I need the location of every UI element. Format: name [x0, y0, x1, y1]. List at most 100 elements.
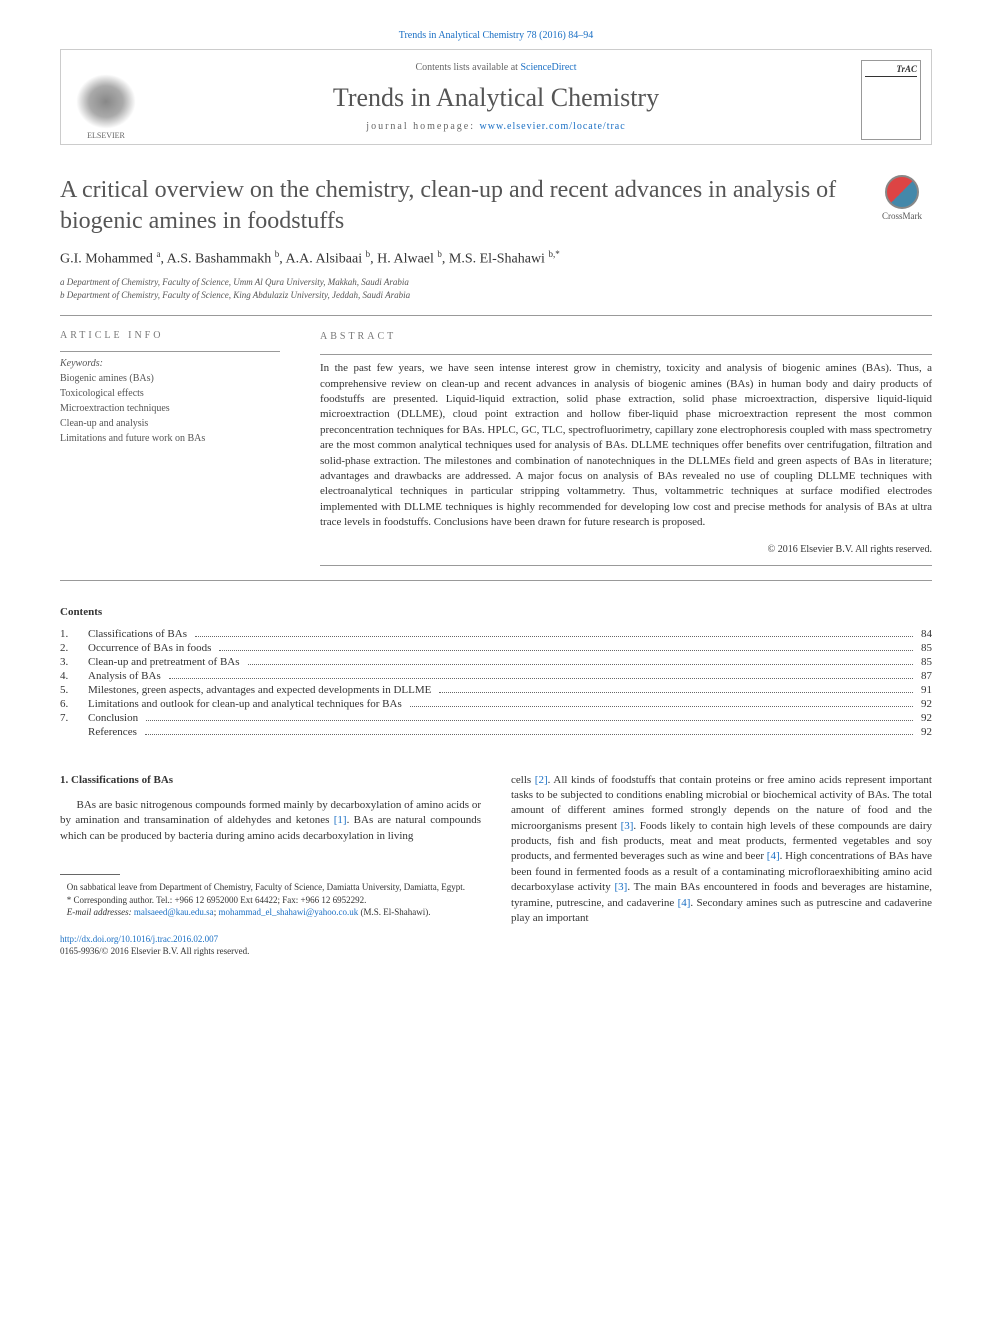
keywords-label: Keywords:: [60, 358, 280, 369]
toc-title[interactable]: Clean-up and pretreatment of BAs: [88, 656, 244, 668]
citation-link[interactable]: [4]: [678, 897, 691, 909]
email-link[interactable]: mohammad_el_shahawi@yahoo.co.uk: [218, 907, 358, 917]
email-label: E-mail addresses:: [67, 907, 134, 917]
footnotes: On sabbatical leave from Department of C…: [60, 881, 481, 919]
article-title: A critical overview on the chemistry, cl…: [60, 175, 852, 237]
toc-dots: [169, 678, 913, 679]
elsevier-tree-icon: [76, 74, 136, 129]
keyword: Toxicological effects: [60, 386, 280, 401]
crossmark-badge[interactable]: CrossMark: [872, 175, 932, 221]
toc-title[interactable]: References: [88, 726, 141, 738]
divider: [320, 565, 932, 566]
body-columns: 1. Classifications of BAs BAs are basic …: [60, 773, 932, 959]
toc-title[interactable]: Milestones, green aspects, advantages an…: [88, 684, 435, 696]
divider: [320, 354, 932, 355]
column-left: 1. Classifications of BAs BAs are basic …: [60, 773, 481, 959]
keyword: Biogenic amines (BAs): [60, 371, 280, 386]
abstract-block: ABSTRACT In the past few years, we have …: [320, 330, 932, 565]
journal-cover-mark: TrAC: [865, 64, 917, 77]
keyword: Clean-up and analysis: [60, 416, 280, 431]
citation-link[interactable]: [4]: [767, 850, 780, 862]
author-list: G.I. Mohammed a, A.S. Bashammakh b, A.A.…: [60, 249, 932, 268]
toc-page: 92: [917, 712, 932, 724]
toc-page: 84: [917, 628, 932, 640]
toc-page: 87: [917, 670, 932, 682]
toc-number: 6.: [60, 698, 88, 710]
toc-title[interactable]: Occurrence of BAs in foods: [88, 642, 215, 654]
abstract-heading: ABSTRACT: [320, 330, 932, 344]
sciencedirect-link[interactable]: ScienceDirect: [520, 62, 576, 73]
toc-number: 1.: [60, 628, 88, 640]
toc-title[interactable]: Conclusion: [88, 712, 142, 724]
journal-name: Trends in Analytical Chemistry: [161, 83, 831, 113]
toc-page: 85: [917, 656, 932, 668]
footnote-rule: [60, 874, 120, 875]
journal-reference: Trends in Analytical Chemistry 78 (2016)…: [60, 30, 932, 41]
doi-block: http://dx.doi.org/10.1016/j.trac.2016.02…: [60, 933, 481, 958]
affiliation-b: b Department of Chemistry, Faculty of Sc…: [60, 289, 932, 302]
divider: [60, 315, 932, 316]
doi-link[interactable]: http://dx.doi.org/10.1016/j.trac.2016.02…: [60, 934, 218, 944]
toc-dots: [410, 706, 913, 707]
toc-title[interactable]: Analysis of BAs: [88, 670, 165, 682]
toc-number: 4.: [60, 670, 88, 682]
citation-link[interactable]: [1]: [334, 814, 347, 826]
toc-title[interactable]: Classifications of BAs: [88, 628, 191, 640]
keyword: Limitations and future work on BAs: [60, 431, 280, 446]
article-info-heading: ARTICLE INFO: [60, 330, 280, 341]
contents-heading: Contents: [60, 606, 932, 618]
toc-row: 2.Occurrence of BAs in foods 85: [60, 642, 932, 654]
toc-row: 1.Classifications of BAs 84: [60, 628, 932, 640]
journal-cover-thumbnail: TrAC: [861, 60, 921, 140]
toc-number: 2.: [60, 642, 88, 654]
elsevier-logo: ELSEVIER: [71, 60, 141, 140]
toc-row: 6.Limitations and outlook for clean-up a…: [60, 698, 932, 710]
toc-row: 4.Analysis of BAs 87: [60, 670, 932, 682]
keyword: Microextraction techniques: [60, 401, 280, 416]
abstract-text: In the past few years, we have seen inte…: [320, 361, 932, 530]
section-1-heading: 1. Classifications of BAs: [60, 773, 481, 788]
journal-homepage-link[interactable]: www.elsevier.com/locate/trac: [480, 121, 626, 132]
citation-link[interactable]: [2]: [535, 774, 548, 786]
toc-number: 7.: [60, 712, 88, 724]
toc-dots: [219, 650, 913, 651]
toc-dots: [195, 636, 913, 637]
issn-copyright: 0165-9936/© 2016 Elsevier B.V. All right…: [60, 946, 249, 956]
footnote-emails: E-mail addresses: malsaeed@kau.edu.sa; m…: [60, 906, 481, 919]
affiliations: a Department of Chemistry, Faculty of Sc…: [60, 276, 932, 301]
toc-dots: [439, 692, 913, 693]
toc-row: References 92: [60, 726, 932, 738]
toc-page: 91: [917, 684, 932, 696]
toc-page: 92: [917, 698, 932, 710]
body-paragraph: cells [2]. All kinds of foodstuffs that …: [511, 773, 932, 927]
divider: [60, 351, 280, 352]
keywords-list: Biogenic amines (BAs) Toxicological effe…: [60, 371, 280, 446]
email-link[interactable]: malsaeed@kau.edu.sa: [134, 907, 214, 917]
footnote-sabbatical: On sabbatical leave from Department of C…: [60, 881, 481, 894]
article-info-block: ARTICLE INFO Keywords: Biogenic amines (…: [60, 330, 280, 565]
toc-page: 92: [917, 726, 932, 738]
toc-dots: [248, 664, 913, 665]
contents-available-line: Contents lists available at ScienceDirec…: [161, 62, 831, 73]
info-abstract-row: ARTICLE INFO Keywords: Biogenic amines (…: [60, 330, 932, 565]
toc-title[interactable]: Limitations and outlook for clean-up and…: [88, 698, 406, 710]
column-right: cells [2]. All kinds of foodstuffs that …: [511, 773, 932, 959]
footnote-corresponding: * Corresponding author. Tel.: +966 12 69…: [60, 894, 481, 907]
citation-link[interactable]: [3]: [621, 820, 634, 832]
toc-number: 3.: [60, 656, 88, 668]
toc-dots: [146, 720, 913, 721]
toc-row: 3.Clean-up and pretreatment of BAs 85: [60, 656, 932, 668]
toc-dots: [145, 734, 913, 735]
email-suffix: (M.S. El-Shahawi).: [358, 907, 430, 917]
journal-header: ELSEVIER TrAC Contents lists available a…: [60, 49, 932, 145]
title-row: A critical overview on the chemistry, cl…: [60, 175, 932, 249]
toc-row: 5.Milestones, green aspects, advantages …: [60, 684, 932, 696]
body-text: cells: [511, 774, 535, 786]
citation-link[interactable]: [3]: [614, 881, 627, 893]
toc-page: 85: [917, 642, 932, 654]
toc-number: 5.: [60, 684, 88, 696]
body-paragraph: BAs are basic nitrogenous compounds form…: [60, 798, 481, 844]
toc-row: 7.Conclusion 92: [60, 712, 932, 724]
page: Trends in Analytical Chemistry 78 (2016)…: [0, 0, 992, 988]
table-of-contents: 1.Classifications of BAs 84 2.Occurrence o…: [60, 628, 932, 738]
